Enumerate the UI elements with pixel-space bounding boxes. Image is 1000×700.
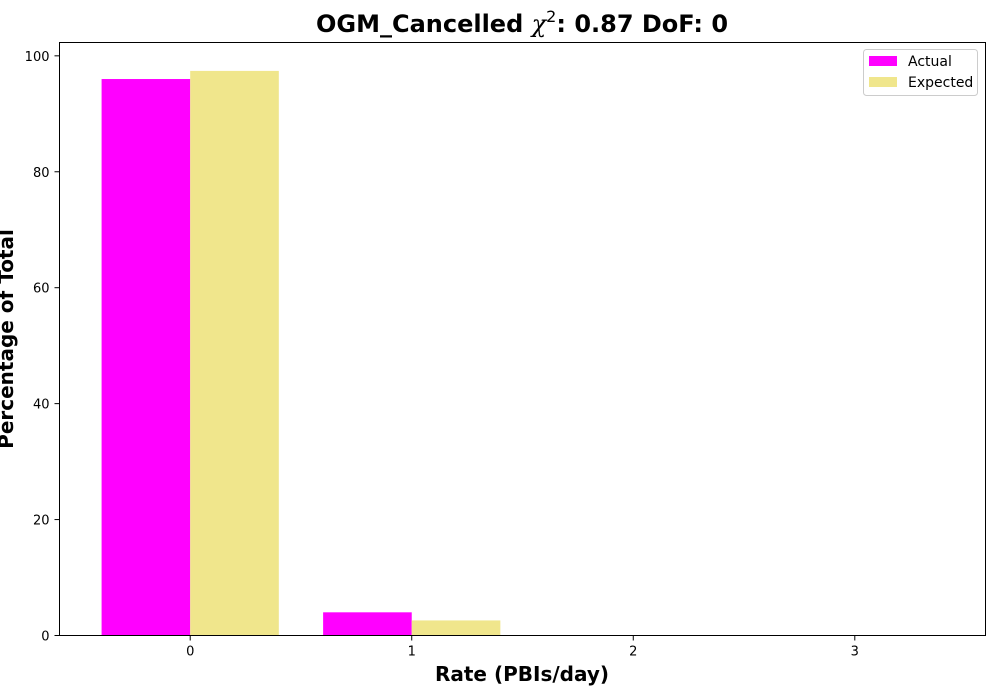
axis-ticks: 0 1 2 3 0 20 40 60 80 100 bbox=[25, 50, 859, 660]
legend-swatch-expected bbox=[869, 77, 897, 87]
chart-title: OGM_Cancelled χ2: 0.87 DoF: 0 bbox=[316, 7, 728, 38]
y-tick-label: 40 bbox=[33, 398, 50, 413]
chart-title-chi-exponent: 2 bbox=[546, 7, 556, 26]
x-tick-label: 0 bbox=[186, 645, 194, 660]
y-tick-label: 0 bbox=[41, 630, 49, 645]
bar-actual-1 bbox=[323, 612, 412, 636]
bars bbox=[101, 70, 501, 636]
y-axis-title: Percentage of Total bbox=[0, 229, 18, 449]
legend-label-expected: Expected bbox=[908, 75, 973, 91]
x-tick-label: 1 bbox=[408, 645, 416, 660]
y-tick-label: 60 bbox=[33, 282, 50, 297]
y-tick-label: 80 bbox=[33, 166, 50, 181]
legend-swatch-actual bbox=[869, 56, 897, 66]
bar-actual-0 bbox=[101, 79, 191, 636]
x-tick-label: 3 bbox=[851, 645, 859, 660]
bar-expected-1 bbox=[411, 620, 501, 636]
bar-expected-0 bbox=[190, 70, 279, 636]
plot-frame bbox=[59, 42, 986, 636]
legend-label-actual: Actual bbox=[908, 54, 952, 70]
x-axis-title: Rate (PBIs/day) bbox=[435, 662, 609, 686]
chart-title-suffix: : 0.87 DoF: 0 bbox=[556, 10, 728, 38]
chart-title-chi: χ bbox=[530, 10, 548, 38]
chart-title-name: OGM_Cancelled bbox=[316, 10, 523, 38]
y-tick-label: 100 bbox=[25, 50, 50, 65]
y-tick-label: 20 bbox=[33, 514, 50, 529]
legend: Actual Expected bbox=[863, 49, 978, 96]
x-tick-label: 2 bbox=[629, 645, 637, 660]
